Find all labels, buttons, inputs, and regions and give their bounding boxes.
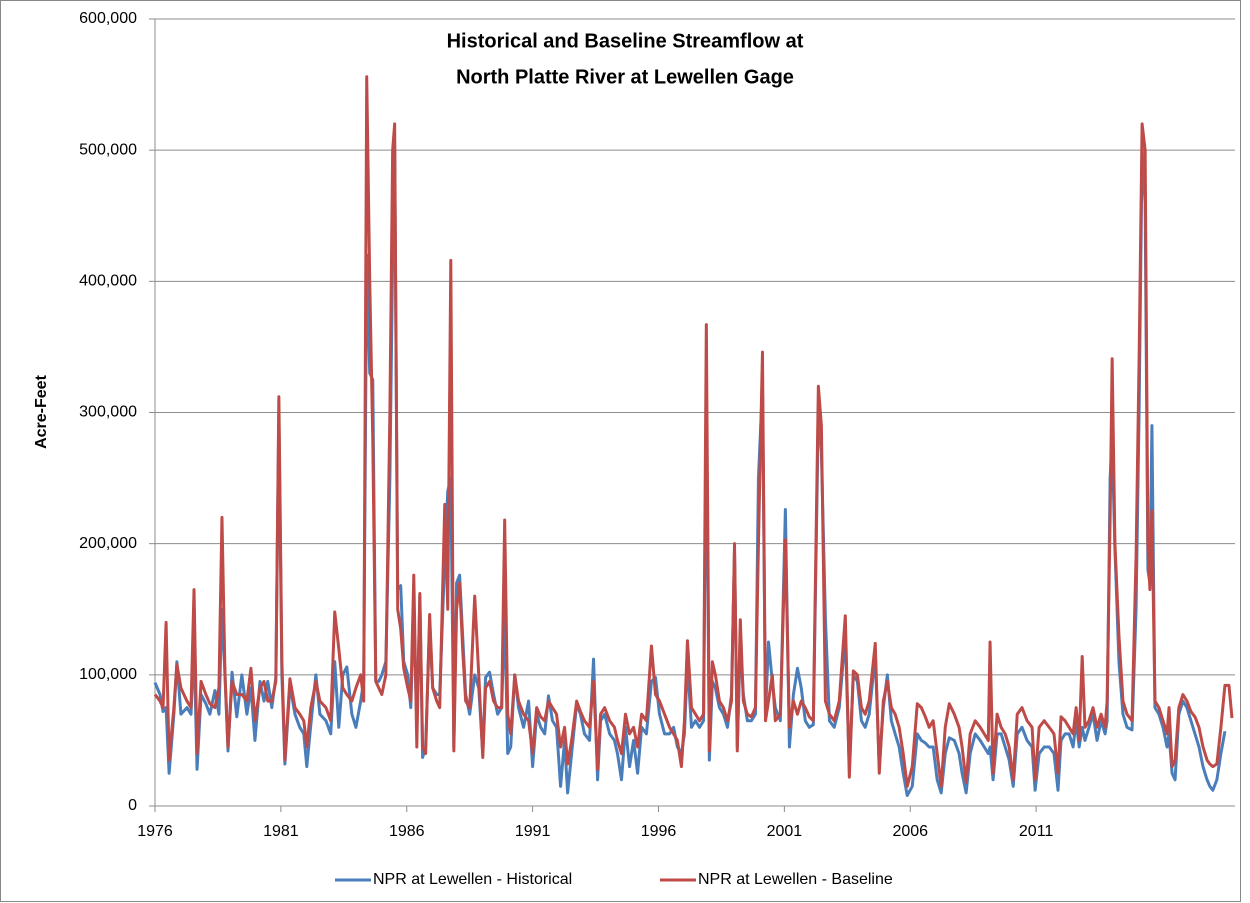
chart-title: North Platte River at Lewellen Gage [456, 66, 794, 88]
series-line [153, 75, 1234, 788]
y-tick-label: 100,000 [79, 666, 137, 683]
x-tick-label: 1976 [137, 823, 173, 840]
x-tick-label: 1996 [641, 823, 677, 840]
y-tick-label: 600,000 [79, 10, 137, 27]
y-tick-label: 400,000 [79, 273, 137, 290]
x-tick-label: 2011 [1019, 823, 1054, 840]
x-tick-label: 1981 [263, 823, 299, 840]
x-tick-label: 2006 [892, 823, 928, 840]
x-tick-label: 1986 [389, 823, 425, 840]
x-tick-label: 2001 [767, 823, 803, 840]
y-axis-label: Acre-Feet [33, 374, 50, 448]
y-tick-label: 500,000 [79, 141, 137, 158]
series-line [153, 148, 1227, 798]
x-tick-label: 1991 [515, 823, 551, 840]
y-tick-label: 200,000 [79, 535, 137, 552]
y-tick-label: 0 [128, 797, 137, 814]
legend-label: NPR at Lewellen - Baseline [698, 871, 893, 888]
legend-label: NPR at Lewellen - Historical [373, 871, 572, 888]
chart-title: Historical and Baseline Streamflow at [447, 30, 804, 52]
y-tick-label: 300,000 [79, 404, 137, 421]
